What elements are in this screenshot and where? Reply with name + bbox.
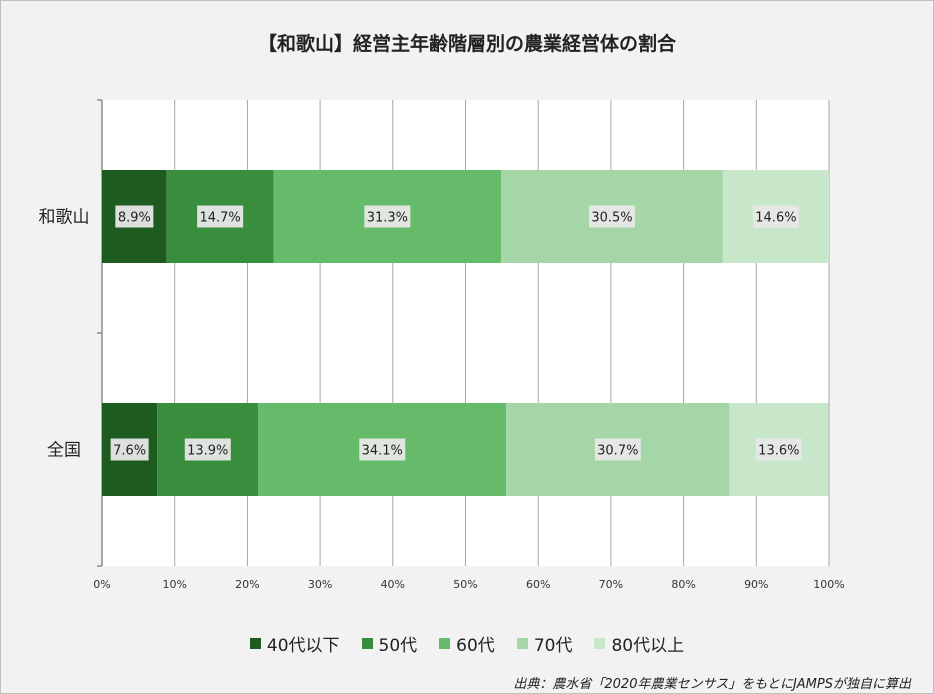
legend-swatch <box>249 638 261 649</box>
x-tick-label: 90% <box>744 578 768 591</box>
data-label: 14.7% <box>199 211 240 226</box>
x-tick-label: 30% <box>308 578 332 591</box>
data-label: 31.3% <box>367 211 408 226</box>
data-label-box <box>184 438 231 461</box>
legend-label: 60代 <box>456 636 495 656</box>
source-note: 出典：農水省「2020年農業センサス」をもとにJAMPSが独自に算出 <box>513 677 911 692</box>
data-label-box <box>197 205 244 228</box>
data-label: 7.6% <box>113 444 146 459</box>
chart-legend: 40代以下 50代 60代 70代 80代以上 <box>1 631 933 656</box>
data-label: 8.9% <box>118 211 151 226</box>
data-label: 14.6% <box>755 211 796 226</box>
data-label-box <box>115 205 154 228</box>
category-label: 和歌山 <box>39 208 90 228</box>
category-label: 全国 <box>47 441 81 461</box>
x-tick-label: 50% <box>453 578 477 591</box>
legend-item: 70代 <box>516 631 573 656</box>
legend-swatch <box>439 638 451 649</box>
data-label: 30.7% <box>597 444 638 459</box>
data-label-box <box>755 438 802 461</box>
data-label: 13.6% <box>758 444 799 459</box>
data-label: 30.5% <box>591 211 632 226</box>
legend-label: 70代 <box>533 636 573 656</box>
legend-swatch <box>594 638 606 649</box>
legend-swatch <box>516 638 528 649</box>
x-tick-label: 100% <box>813 578 844 591</box>
x-tick-label: 20% <box>235 578 259 591</box>
data-label-box <box>752 205 799 228</box>
legend-item: 60代 <box>439 631 495 656</box>
chart-title: 【和歌山】経営主年齢階層別の農業経営体の割合 <box>257 33 676 55</box>
data-label-box <box>588 205 635 228</box>
data-label-box <box>359 438 406 461</box>
x-tick-label: 70% <box>599 578 623 591</box>
legend-label: 50代 <box>378 636 418 656</box>
data-label-box <box>594 438 641 461</box>
x-tick-label: 10% <box>162 578 186 591</box>
data-label: 34.1% <box>362 444 403 459</box>
legend-item: 40代以下 <box>249 631 340 656</box>
x-tick-label: 40% <box>381 578 405 591</box>
legend-item: 80代以上 <box>594 631 684 656</box>
legend-label: 80代以上 <box>611 636 685 656</box>
x-tick-label: 60% <box>526 578 550 591</box>
legend-label: 40代以下 <box>266 636 340 656</box>
x-tick-label: 0% <box>93 578 110 591</box>
data-label-box <box>364 205 411 228</box>
legend-swatch <box>361 638 373 649</box>
data-label-box <box>110 438 149 461</box>
data-label: 13.9% <box>187 444 228 459</box>
x-tick-label: 80% <box>671 578 695 591</box>
legend-item: 50代 <box>361 631 418 656</box>
